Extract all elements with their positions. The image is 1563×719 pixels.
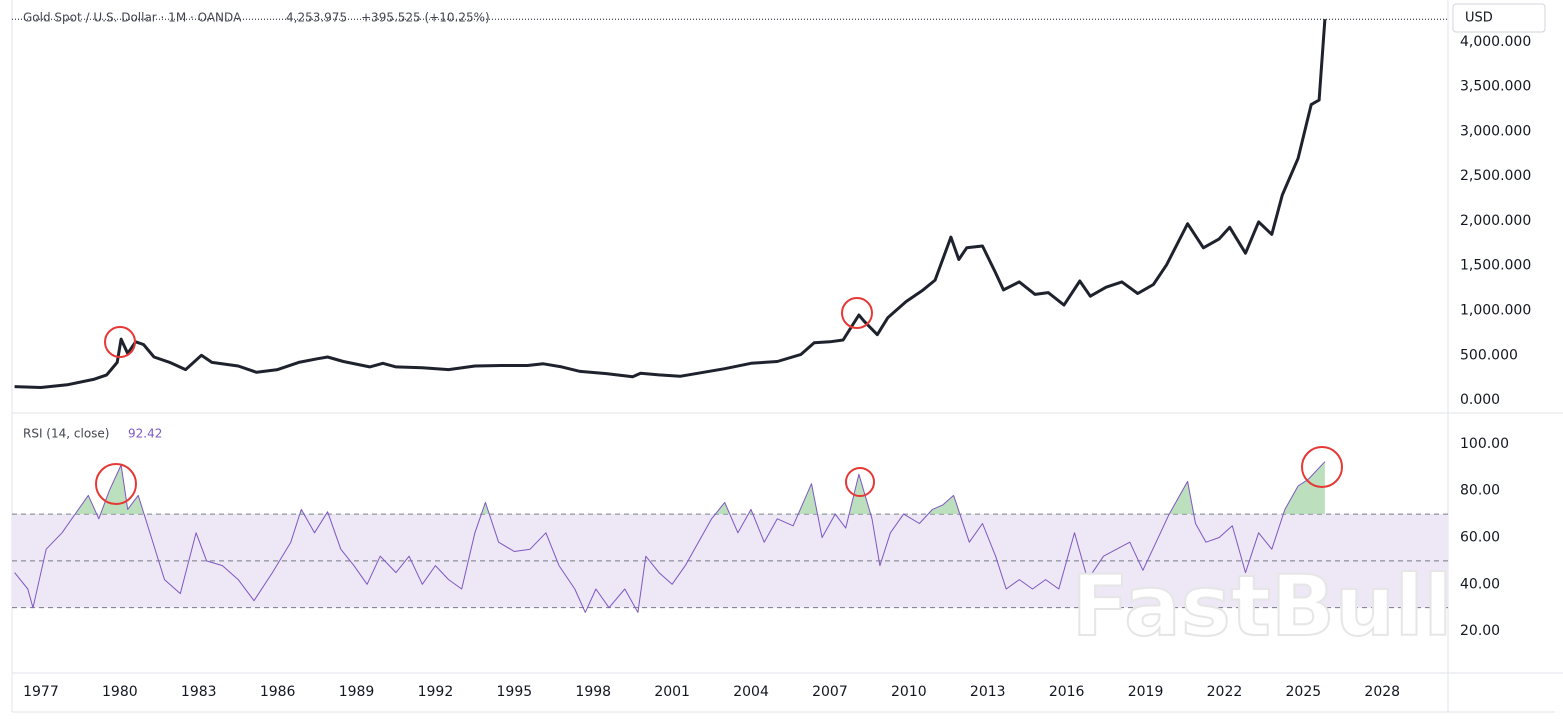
price-change: +395.525 (+10.25%) xyxy=(361,11,490,25)
x-tick-label: 1977 xyxy=(23,684,59,700)
symbol-title: Gold Spot / U.S. Dollar · 1M · OANDA xyxy=(23,11,242,25)
y-tick-label: 1,000.000 xyxy=(1460,302,1531,318)
x-tick-label: 1980 xyxy=(102,684,138,700)
highlight-circle xyxy=(104,326,136,358)
y-tick-label: 3,000.000 xyxy=(1460,123,1531,139)
y-tick-label: 4,000.000 xyxy=(1460,34,1531,50)
x-tick-label: 2010 xyxy=(891,684,927,700)
series-line xyxy=(14,19,1327,389)
rsi-title: RSI (14, close) xyxy=(23,427,109,441)
x-tick-label: 1998 xyxy=(575,684,611,700)
series-line xyxy=(14,461,1326,613)
last-price: 4,253.975 xyxy=(286,11,347,25)
x-tick-label: 1989 xyxy=(339,684,375,700)
x-tick-label: 1983 xyxy=(181,684,217,700)
x-tick-label: 2022 xyxy=(1207,684,1243,700)
highlight-circle xyxy=(1301,446,1343,488)
rsi-pane xyxy=(12,461,1448,613)
highlight-circle xyxy=(845,467,875,497)
price-pane xyxy=(12,18,1448,389)
y-tick-label: 2,000.000 xyxy=(1460,213,1531,229)
y-tick-label: 100.00 xyxy=(1460,436,1509,452)
x-tick-label: 2019 xyxy=(1128,684,1164,700)
y-tick-label: 40.00 xyxy=(1460,576,1500,592)
watermark: FastBull xyxy=(1072,557,1453,655)
y-tick-label: 60.00 xyxy=(1460,530,1500,546)
x-tick-label: 1995 xyxy=(497,684,533,700)
x-tick-label: 2025 xyxy=(1286,684,1322,700)
y-tick-label: 20.00 xyxy=(1460,623,1500,639)
y-tick-label: 3,500.000 xyxy=(1460,79,1531,95)
y-tick-label: 80.00 xyxy=(1460,483,1500,499)
x-tick-label: 1986 xyxy=(260,684,296,700)
x-tick-label: 1992 xyxy=(418,684,454,700)
x-tick-label: 2016 xyxy=(1049,684,1085,700)
highlight-circle xyxy=(95,463,137,505)
x-tick-label: 2001 xyxy=(654,684,690,700)
rsi-last-value: 92.42 xyxy=(128,427,162,441)
x-tick-label: 2013 xyxy=(970,684,1006,700)
y-tick-label: 0.000 xyxy=(1460,392,1500,408)
highlight-circle xyxy=(841,297,873,329)
currency-label[interactable]: USD xyxy=(1465,11,1493,26)
rsi-band xyxy=(12,514,1448,608)
currency-button[interactable] xyxy=(1452,3,1546,33)
y-tick-label: 500.000 xyxy=(1460,347,1518,363)
y-tick-label: 2,500.000 xyxy=(1460,168,1531,184)
y-tick-label: 1,500.000 xyxy=(1460,258,1531,274)
x-tick-label: 2004 xyxy=(733,684,769,700)
x-tick-label: 2007 xyxy=(812,684,848,700)
x-tick-label: 2028 xyxy=(1364,684,1400,700)
annotations xyxy=(95,297,1343,505)
